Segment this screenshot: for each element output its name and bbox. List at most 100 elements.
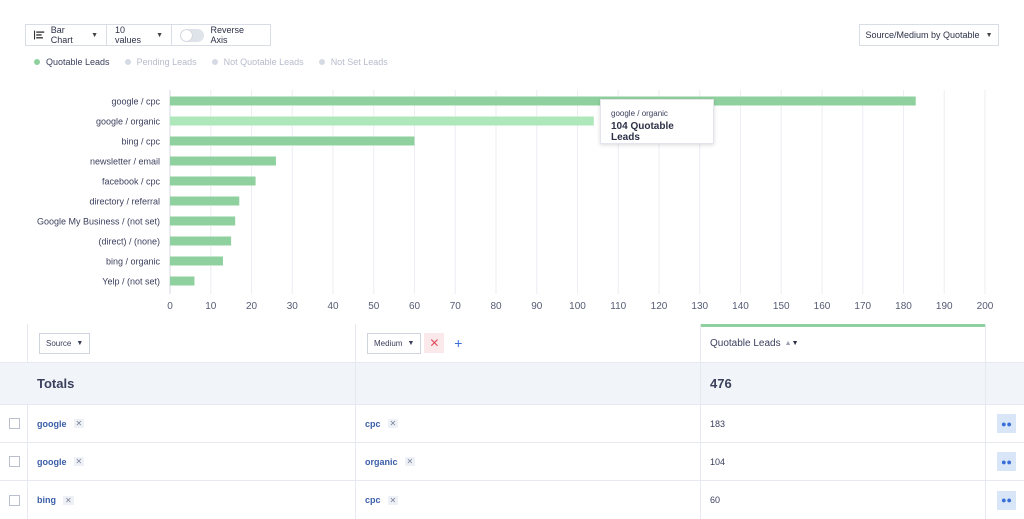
bar xyxy=(170,256,223,266)
y-tick-label: Yelp / (not set) xyxy=(102,277,160,287)
close-icon[interactable]: ✕ xyxy=(404,457,416,466)
metric-value: 60 xyxy=(710,495,721,505)
row-checkbox[interactable] xyxy=(9,494,20,506)
group-by-dropdown[interactable]: Source/Medium by Quotable ▼ xyxy=(859,24,999,46)
bar-chart-icon xyxy=(34,30,45,40)
y-tick-label: bing / organic xyxy=(106,257,161,267)
remove-dimension-button[interactable]: ✕ xyxy=(424,333,445,353)
reverse-axis-toggle[interactable]: Reverse Axis xyxy=(172,24,271,46)
close-icon[interactable]: ✕ xyxy=(63,495,74,505)
chevron-down-icon: ▼ xyxy=(91,31,98,39)
x-tick-label: 90 xyxy=(531,301,543,312)
legend-item-quotable[interactable]: Quotable Leads xyxy=(34,57,110,67)
x-tick-label: 110 xyxy=(610,301,626,312)
row-checkbox[interactable] xyxy=(9,456,20,467)
medium-column-dropdown[interactable]: Medium ▼ xyxy=(367,332,422,354)
source-column-dropdown[interactable]: Source ▼ xyxy=(39,332,91,354)
medium-value: cpc xyxy=(365,418,381,429)
totals-value: 476 xyxy=(710,376,732,391)
values-count-label: 10 values xyxy=(115,25,142,45)
close-icon[interactable]: ✕ xyxy=(387,495,399,505)
table-header-row: Source ▼ Medium ▼ ✕ + Quotable Leads ▲▼ xyxy=(0,324,1024,363)
y-tick-label: google / organic xyxy=(96,117,161,127)
x-tick-label: 80 xyxy=(490,301,502,312)
source-tag[interactable]: google ✕ xyxy=(37,418,85,429)
x-tick-label: 190 xyxy=(936,301,953,312)
x-tick-label: 0 xyxy=(167,301,173,312)
source-value: google xyxy=(37,418,67,429)
chevron-down-icon: ▼ xyxy=(985,31,993,39)
x-tick-label: 50 xyxy=(368,301,380,312)
source-tag[interactable]: bing ✕ xyxy=(37,495,74,505)
bar xyxy=(170,96,916,106)
medium-tag[interactable]: cpc ✕ xyxy=(365,418,399,429)
bar xyxy=(170,276,195,286)
close-icon: ✕ xyxy=(429,336,440,350)
y-tick-label: facebook / cpc xyxy=(102,177,161,187)
legend-label: Not Set Leads xyxy=(330,57,388,67)
add-dimension-button[interactable]: + xyxy=(448,333,468,353)
totals-row: Totals 476 xyxy=(0,363,1024,405)
y-tick-label: (direct) / (none) xyxy=(98,237,160,247)
x-tick-label: 180 xyxy=(895,301,912,312)
row-checkbox[interactable] xyxy=(9,418,20,429)
metric-column-header[interactable]: Quotable Leads ▲▼ xyxy=(710,324,799,362)
medium-tag[interactable]: cpc ✕ xyxy=(365,495,399,505)
medium-tag[interactable]: organic ✕ xyxy=(365,456,416,467)
x-tick-label: 130 xyxy=(691,301,708,312)
medium-value: organic xyxy=(365,456,398,467)
medium-column-label: Medium xyxy=(374,338,403,348)
metric-value: 104 xyxy=(710,456,726,467)
close-icon[interactable]: ✕ xyxy=(387,419,399,428)
chevron-down-icon: ▼ xyxy=(407,339,415,347)
chart-legend: Quotable Leads Pending Leads Not Quotabl… xyxy=(34,57,403,67)
metric-column-label: Quotable Leads xyxy=(710,337,781,349)
x-tick-label: 140 xyxy=(732,301,749,312)
view-users-button[interactable]: ●● xyxy=(997,452,1016,471)
bar xyxy=(170,116,594,126)
reverse-axis-label: Reverse Axis xyxy=(210,25,245,45)
source-tag[interactable]: google ✕ xyxy=(37,457,85,467)
group-by-label: Source/Medium by Quotable xyxy=(865,30,980,40)
bar xyxy=(170,196,240,206)
legend-item-not-quotable[interactable]: Not Quotable Leads xyxy=(211,57,304,67)
bar xyxy=(170,216,236,226)
legend-label: Pending Leads xyxy=(136,57,197,67)
values-count-dropdown[interactable]: 10 values ▼ xyxy=(107,24,172,46)
bar xyxy=(170,136,415,146)
x-tick-label: 40 xyxy=(327,301,339,312)
y-tick-label: bing / cpc xyxy=(121,137,160,147)
legend-dot xyxy=(318,59,325,65)
toggle-switch[interactable] xyxy=(180,28,204,42)
metric-value: 183 xyxy=(710,418,726,429)
chart-tooltip: google / organic 104 Quotable Leads xyxy=(600,99,714,144)
sort-icon: ▲▼ xyxy=(784,339,799,347)
legend-item-not-set[interactable]: Not Set Leads xyxy=(318,57,388,67)
totals-label: Totals xyxy=(37,376,75,391)
view-users-button[interactable]: ●● xyxy=(997,490,1016,510)
y-tick-label: google / cpc xyxy=(111,97,160,107)
table-row: bing ✕ cpc ✕ 60 ●● xyxy=(0,481,1024,519)
plus-icon: + xyxy=(454,335,463,351)
metric-column-accent xyxy=(701,324,985,327)
x-tick-label: 160 xyxy=(814,301,831,312)
bar-chart: 0 10 20 30 40 50 60 70 80 90 100 110 120 130 140 150 160… xyxy=(37,90,994,312)
bar xyxy=(170,156,276,166)
chevron-down-icon: ▼ xyxy=(156,31,163,39)
x-tick-label: 200 xyxy=(977,301,994,312)
view-users-button[interactable]: ●● xyxy=(997,414,1016,433)
table-row: google ✕ organic ✕ 104 ●● xyxy=(0,443,1024,481)
legend-dot xyxy=(124,59,131,65)
chart-type-dropdown[interactable]: Bar Chart ▼ xyxy=(25,24,107,46)
x-tick-label: 150 xyxy=(773,301,790,312)
legend-item-pending[interactable]: Pending Leads xyxy=(124,57,197,67)
y-tick-label: newsletter / email xyxy=(90,157,160,167)
tooltip-value: 104 Quotable Leads xyxy=(611,121,674,143)
x-tick-label: 10 xyxy=(205,301,217,312)
close-icon[interactable]: ✕ xyxy=(73,419,85,428)
table-row: google ✕ cpc ✕ 183 ●● xyxy=(0,405,1024,443)
legend-dot xyxy=(34,59,40,65)
y-tick-label: Google My Business / (not set) xyxy=(37,217,160,227)
tooltip-label: google / organic xyxy=(611,109,668,118)
close-icon[interactable]: ✕ xyxy=(73,457,85,466)
